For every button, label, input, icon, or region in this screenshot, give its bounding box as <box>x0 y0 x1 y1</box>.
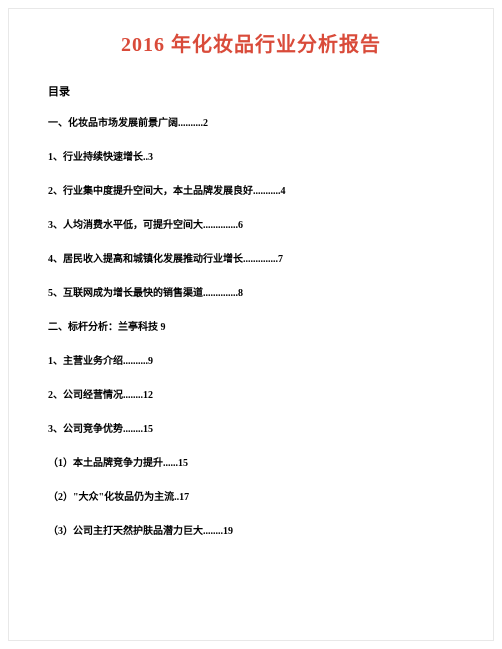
page-border <box>8 8 494 641</box>
